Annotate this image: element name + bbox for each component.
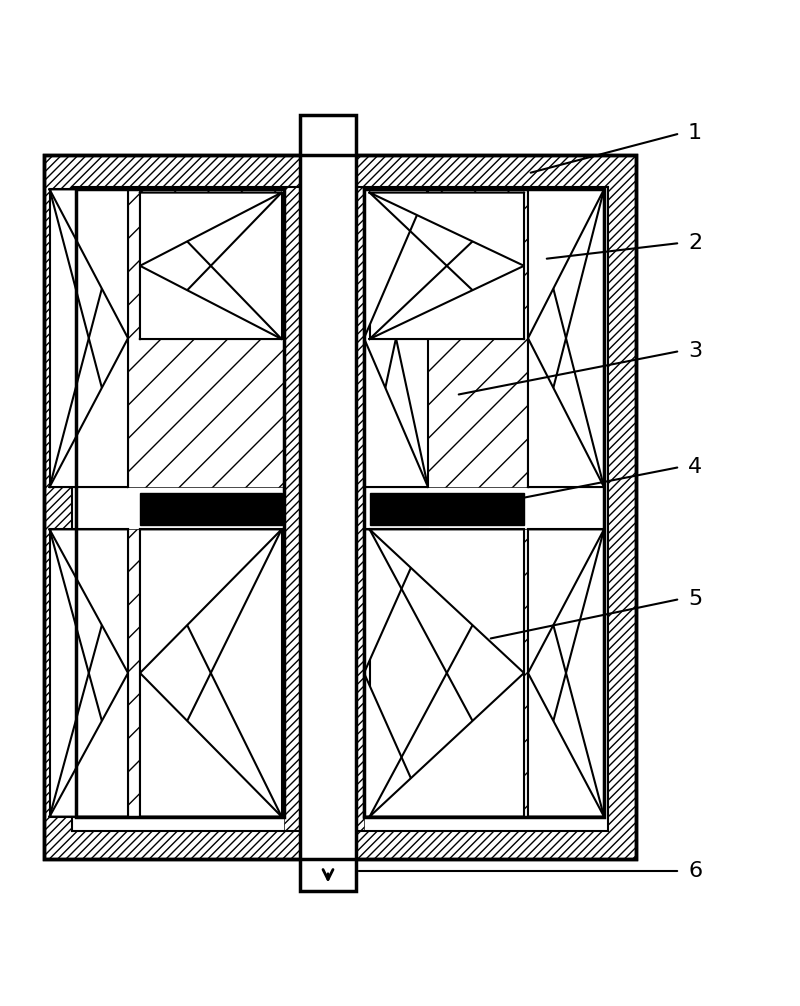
Bar: [44, 155, 636, 859]
Bar: [76, 189, 284, 817]
Polygon shape: [50, 338, 128, 487]
Bar: [50, 189, 128, 487]
Polygon shape: [364, 338, 428, 487]
Bar: [528, 529, 604, 817]
Bar: [370, 192, 524, 339]
Bar: [140, 192, 282, 339]
Text: 3: 3: [688, 341, 702, 361]
Bar: [528, 189, 604, 487]
Polygon shape: [50, 189, 128, 338]
Text: 4: 4: [688, 457, 702, 477]
Polygon shape: [528, 673, 604, 817]
Polygon shape: [370, 192, 524, 266]
Text: 1: 1: [688, 124, 702, 144]
Bar: [284, 187, 364, 831]
Polygon shape: [528, 338, 604, 487]
Polygon shape: [370, 529, 524, 673]
Bar: [364, 189, 428, 487]
Bar: [300, 115, 356, 891]
Polygon shape: [364, 529, 428, 673]
Polygon shape: [50, 673, 128, 817]
Polygon shape: [528, 529, 604, 673]
Polygon shape: [50, 529, 128, 673]
Text: 5: 5: [688, 589, 702, 609]
Text: 6: 6: [688, 861, 702, 881]
Polygon shape: [140, 192, 282, 266]
Polygon shape: [140, 529, 282, 673]
Bar: [72, 187, 608, 831]
Bar: [76, 529, 284, 817]
Bar: [140, 529, 282, 817]
Bar: [364, 529, 604, 817]
Polygon shape: [528, 189, 604, 338]
Bar: [370, 529, 524, 817]
Bar: [364, 529, 428, 817]
Bar: [370, 493, 524, 524]
Text: 2: 2: [688, 233, 702, 253]
Bar: [364, 189, 604, 487]
Polygon shape: [364, 673, 428, 817]
Polygon shape: [140, 673, 282, 817]
Bar: [364, 189, 604, 817]
Bar: [44, 155, 636, 859]
Bar: [76, 189, 284, 487]
Polygon shape: [370, 266, 524, 339]
Bar: [140, 493, 282, 524]
Polygon shape: [364, 189, 428, 338]
Bar: [50, 529, 128, 817]
Polygon shape: [370, 673, 524, 817]
Polygon shape: [140, 266, 282, 339]
